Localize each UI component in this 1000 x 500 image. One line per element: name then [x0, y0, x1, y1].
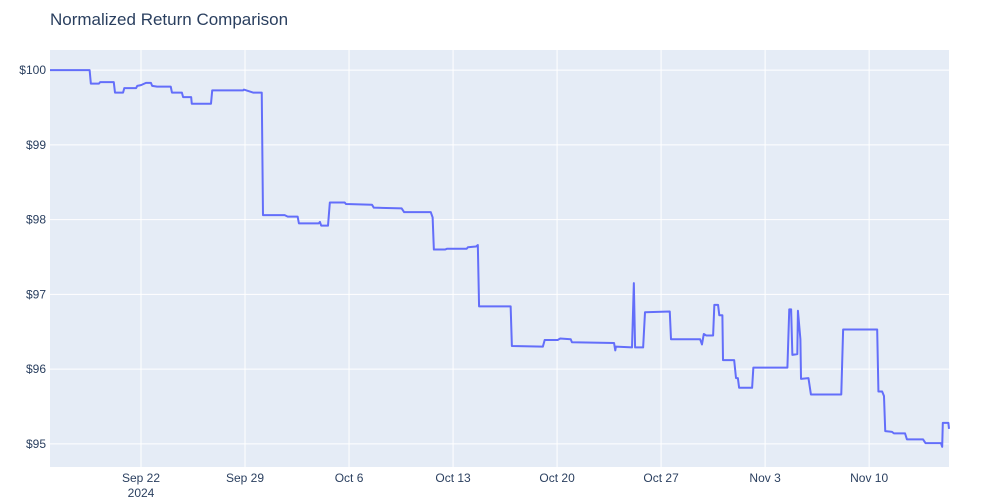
chart-title: Normalized Return Comparison	[50, 10, 288, 29]
x-year-label: 2024	[128, 486, 155, 500]
x-tick-label: Oct 27	[643, 471, 679, 485]
plot-background	[50, 50, 949, 467]
y-tick-label: $100	[19, 63, 46, 77]
y-tick-label: $99	[26, 138, 46, 152]
y-tick-label: $98	[26, 213, 46, 227]
line-series	[50, 69, 950, 448]
x-tick-label: Oct 6	[335, 471, 364, 485]
x-tick-label: Sep 29	[226, 471, 264, 485]
y-tick-label: $95	[26, 437, 46, 451]
x-tick-label: Oct 13	[435, 471, 471, 485]
x-tick-label: Sep 22	[122, 471, 160, 485]
y-tick-label: $97	[26, 287, 46, 301]
x-tick-label: Nov 10	[850, 471, 888, 485]
x-tick-label: Oct 20	[539, 471, 575, 485]
x-tick-label: Nov 3	[749, 471, 781, 485]
y-tick-label: $96	[26, 362, 46, 376]
